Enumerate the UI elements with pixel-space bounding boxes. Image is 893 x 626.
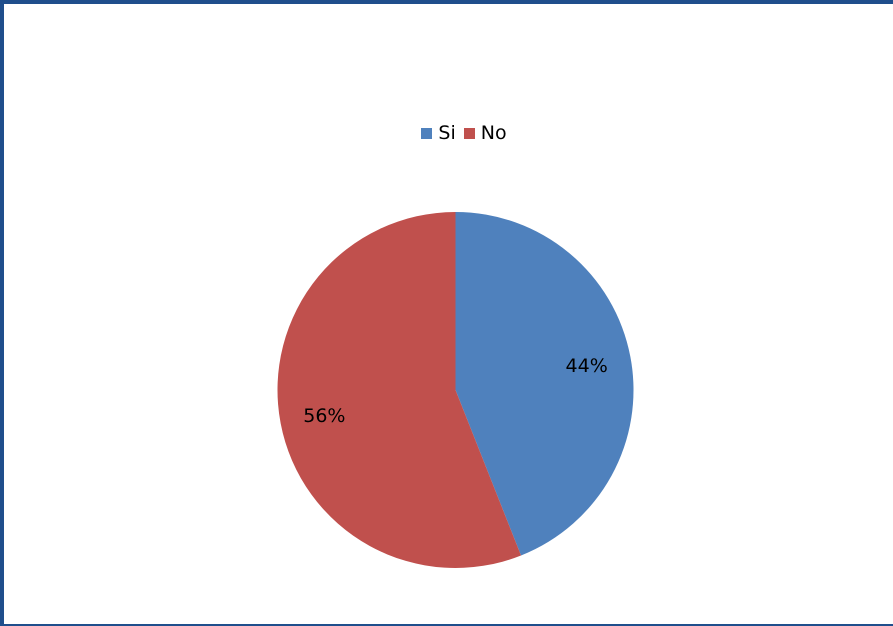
legend-label-no: No bbox=[480, 122, 507, 144]
legend-swatch-si bbox=[421, 127, 433, 139]
data-label-si: 44% bbox=[566, 355, 608, 377]
legend-swatch-no bbox=[463, 127, 475, 139]
legend: Si No bbox=[4, 122, 893, 144]
data-label-no: 56% bbox=[303, 405, 345, 427]
legend-item-si: Si bbox=[421, 122, 456, 144]
pie-slice-no bbox=[277, 212, 522, 568]
legend-label-si: Si bbox=[438, 122, 456, 144]
legend-item-no: No bbox=[463, 122, 507, 144]
pie-slice-si bbox=[455, 212, 634, 556]
